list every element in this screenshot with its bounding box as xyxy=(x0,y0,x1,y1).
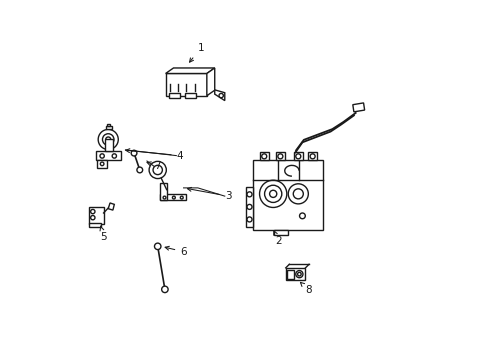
Polygon shape xyxy=(88,207,103,224)
Circle shape xyxy=(246,217,251,222)
Circle shape xyxy=(162,286,168,293)
Circle shape xyxy=(219,94,223,98)
Circle shape xyxy=(264,185,281,202)
Polygon shape xyxy=(245,187,253,226)
Text: 3: 3 xyxy=(187,188,231,201)
Polygon shape xyxy=(285,268,305,280)
Polygon shape xyxy=(185,93,196,98)
Circle shape xyxy=(154,243,161,249)
Polygon shape xyxy=(214,90,224,100)
Polygon shape xyxy=(165,73,206,96)
Circle shape xyxy=(297,273,301,276)
Polygon shape xyxy=(260,152,268,160)
Circle shape xyxy=(287,184,308,204)
Polygon shape xyxy=(96,151,121,160)
Circle shape xyxy=(246,204,251,210)
Circle shape xyxy=(261,154,266,159)
Polygon shape xyxy=(107,124,110,126)
Circle shape xyxy=(172,196,175,199)
Circle shape xyxy=(269,190,276,197)
Polygon shape xyxy=(293,152,302,160)
Polygon shape xyxy=(308,152,316,160)
Circle shape xyxy=(100,154,104,158)
Circle shape xyxy=(131,150,137,156)
Circle shape xyxy=(293,189,303,199)
Polygon shape xyxy=(104,139,113,151)
Circle shape xyxy=(163,196,165,199)
Text: 1: 1 xyxy=(189,43,203,62)
Polygon shape xyxy=(169,93,180,98)
Polygon shape xyxy=(286,270,293,279)
Circle shape xyxy=(180,196,183,199)
Polygon shape xyxy=(105,126,112,130)
Polygon shape xyxy=(165,68,214,73)
Polygon shape xyxy=(276,152,284,160)
Text: 4: 4 xyxy=(125,149,183,161)
Text: 8: 8 xyxy=(300,282,312,296)
Polygon shape xyxy=(97,160,107,168)
Circle shape xyxy=(153,165,162,175)
Circle shape xyxy=(112,154,116,158)
Text: 2: 2 xyxy=(273,230,281,246)
Circle shape xyxy=(299,213,305,219)
Polygon shape xyxy=(274,230,288,234)
Polygon shape xyxy=(160,183,166,200)
Circle shape xyxy=(295,154,300,159)
Circle shape xyxy=(246,192,251,197)
Polygon shape xyxy=(253,160,323,230)
Circle shape xyxy=(309,154,314,159)
Circle shape xyxy=(137,167,142,173)
Circle shape xyxy=(102,134,114,145)
Polygon shape xyxy=(206,68,214,96)
Circle shape xyxy=(105,137,110,142)
Circle shape xyxy=(149,161,166,179)
Circle shape xyxy=(100,162,104,166)
Text: 6: 6 xyxy=(165,246,186,257)
Circle shape xyxy=(90,216,95,220)
Circle shape xyxy=(295,271,303,278)
Circle shape xyxy=(259,180,286,207)
Polygon shape xyxy=(352,103,364,112)
Polygon shape xyxy=(108,203,114,210)
Polygon shape xyxy=(89,223,101,226)
Circle shape xyxy=(98,130,118,149)
Polygon shape xyxy=(160,194,185,200)
Text: 7: 7 xyxy=(147,161,161,171)
Text: 5: 5 xyxy=(100,226,107,242)
Circle shape xyxy=(90,210,95,214)
Circle shape xyxy=(277,154,282,159)
